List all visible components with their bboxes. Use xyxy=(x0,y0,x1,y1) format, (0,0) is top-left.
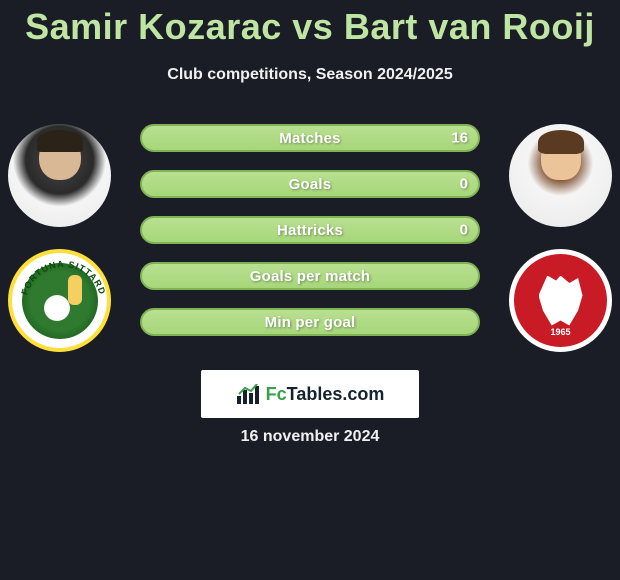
fctables-logo: FcTables.com xyxy=(201,370,419,418)
title-player1: Samir Kozarac xyxy=(25,6,282,47)
subtitle: Club competitions, Season 2024/2025 xyxy=(0,66,620,84)
player2-avatar xyxy=(509,124,612,227)
logo-prefix: Fc xyxy=(266,384,287,404)
title-vs: vs xyxy=(292,6,333,47)
stat-right-value: 0 xyxy=(460,222,468,239)
comparison-title: Samir Kozarac vs Bart van Rooij xyxy=(0,0,620,48)
stat-bars: Matches 16 Goals 0 Hattricks 0 Goals per… xyxy=(140,124,480,336)
crest-text: FORTUNA SITTARD xyxy=(12,253,107,348)
stat-bar-goals-per-match: Goals per match xyxy=(140,262,480,290)
player1-club-crest: FORTUNA SITTARD xyxy=(8,249,111,352)
left-column: FORTUNA SITTARD xyxy=(8,124,111,352)
bar-chart-icon xyxy=(236,384,260,404)
logo-tld: .com xyxy=(342,384,384,404)
stat-label: Goals per match xyxy=(250,268,371,285)
stat-right-value: 16 xyxy=(451,130,468,147)
stat-label: Min per goal xyxy=(265,314,356,331)
title-player2: Bart van Rooij xyxy=(344,6,595,47)
stat-bar-min-per-goal: Min per goal xyxy=(140,308,480,336)
stat-bar-goals: Goals 0 xyxy=(140,170,480,198)
date-label: 16 november 2024 xyxy=(0,428,620,446)
svg-text:FORTUNA SITTARD: FORTUNA SITTARD xyxy=(19,259,107,296)
stat-label: Matches xyxy=(279,130,340,147)
stat-right-value: 0 xyxy=(460,176,468,193)
club-year: 1965 xyxy=(550,327,570,337)
stat-label: Hattricks xyxy=(277,222,343,239)
stat-bar-matches: Matches 16 xyxy=(140,124,480,152)
player1-avatar xyxy=(8,124,111,227)
player2-club-crest: 1965 xyxy=(509,249,612,352)
logo-text: FcTables.com xyxy=(266,384,385,405)
logo-suffix: Tables xyxy=(287,384,343,404)
stat-bar-hattricks: Hattricks 0 xyxy=(140,216,480,244)
stat-label: Goals xyxy=(289,176,332,193)
right-column: 1965 xyxy=(509,124,612,352)
